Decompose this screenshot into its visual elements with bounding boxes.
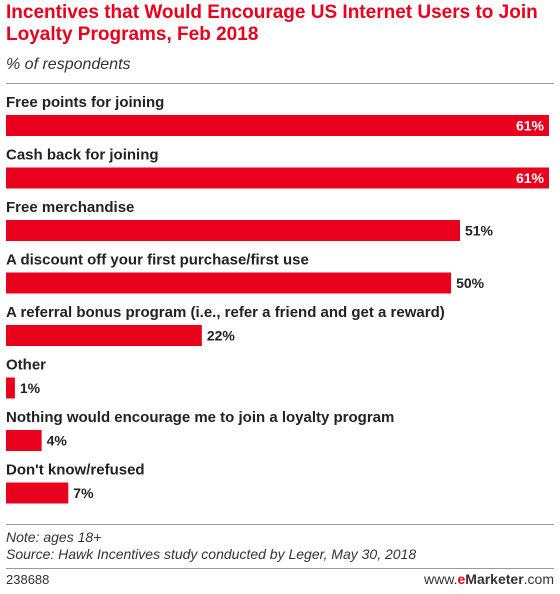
brand-e: e (457, 571, 466, 587)
category-label: Free points for joining (6, 94, 164, 111)
category-label: Free merchandise (6, 199, 134, 216)
chart-id: 238688 (6, 572, 50, 587)
category-label: Don't know/refused (6, 462, 145, 479)
chart-title: Incentives that Would Encourage US Inter… (6, 2, 538, 45)
value-label: 22% (207, 328, 236, 344)
brand-logo[interactable]: www.eMarketer.com (424, 571, 554, 587)
bar (6, 325, 202, 346)
category-label: A discount off your first purchase/first… (6, 252, 309, 269)
brand-suffix: .com (523, 571, 554, 587)
value-label: 4% (47, 433, 68, 449)
value-label: 61% (516, 170, 545, 186)
bar (6, 377, 15, 399)
bottom-divider (6, 524, 554, 525)
value-label: 50% (456, 275, 485, 291)
category-label: Cash back for joining (6, 147, 159, 164)
value-label: 7% (73, 485, 94, 501)
bar (6, 167, 549, 189)
chart-subtitle: % of respondents (6, 56, 131, 73)
top-divider (6, 83, 554, 84)
brand-name: Marketer (465, 571, 524, 587)
category-label: Nothing would encourage me to join a loy… (6, 409, 394, 426)
value-label: 61% (516, 118, 545, 134)
chart-source: Source: Hawk Incentives study conducted … (6, 546, 417, 562)
bar (6, 482, 69, 504)
category-label: A referral bonus program (i.e., refer a … (6, 304, 445, 321)
value-label: 51% (465, 223, 494, 239)
bar (6, 220, 460, 241)
chart-note: Note: ages 18+ (6, 529, 102, 545)
brand-prefix: www. (424, 571, 458, 587)
bar (6, 115, 549, 136)
footer-divider (6, 568, 554, 569)
bar (6, 430, 42, 451)
value-label: 1% (20, 380, 41, 396)
bar-chart: Free points for joining 61% Cash back for … (6, 94, 549, 504)
bar (6, 272, 452, 294)
category-label: Other (6, 357, 46, 374)
